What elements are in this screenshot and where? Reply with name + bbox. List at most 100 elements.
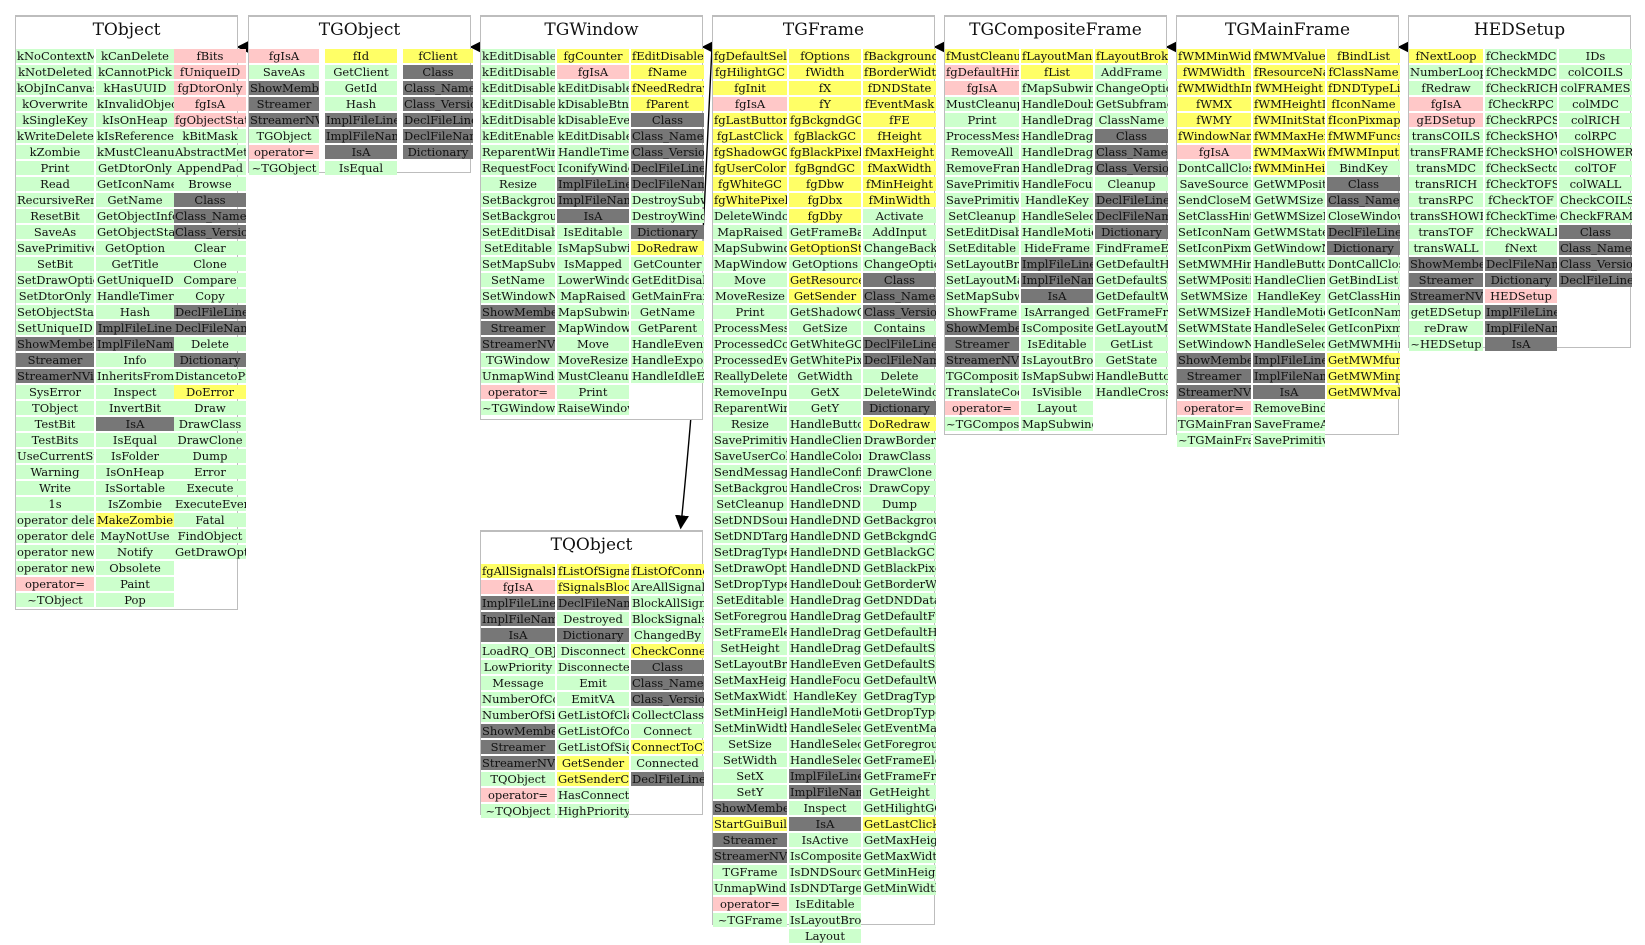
member-entry: ~TQObject xyxy=(481,804,555,818)
member-entry: Class xyxy=(1095,129,1168,143)
member-entry: Message xyxy=(481,676,555,690)
member-entry: Print xyxy=(945,113,1019,127)
member-entry: GetWidth xyxy=(789,369,861,383)
member-entry: fSignalsBlocked xyxy=(557,580,629,594)
member-entry: fgCounter xyxy=(557,49,629,63)
member-entry: SendMessage xyxy=(713,465,787,479)
member-entry: Class_Name xyxy=(1559,241,1632,255)
member-entry: ShowMembers xyxy=(945,321,1019,335)
member-entry: GetWMSize xyxy=(1253,193,1325,207)
member-entry: IconifyWindow xyxy=(557,161,629,175)
member-entry: fCheckRICH xyxy=(1485,81,1557,95)
member-entry: kNotDeleted xyxy=(16,65,94,79)
member-entry: GetList xyxy=(1095,337,1168,351)
member-entry: DontCallClose xyxy=(1177,161,1251,175)
member-entry: GetSenderClassName xyxy=(557,772,629,786)
member-entry: GetForeground xyxy=(863,737,936,751)
member-entry: Move xyxy=(713,273,787,287)
member-entry: Class xyxy=(1559,225,1632,239)
member-entry: kEditDisableLayout xyxy=(481,81,555,95)
member-entry: GetSender xyxy=(557,756,629,770)
member-entry: Class_Name xyxy=(1327,193,1400,207)
member-entry: IsVisible xyxy=(1021,385,1093,399)
member-entry: StartGuiBuilding xyxy=(713,817,787,831)
member-entry: GetDefaultFrameBackground xyxy=(863,609,936,623)
member-entry: DeclFileName xyxy=(557,596,629,610)
member-entry: fCheckWALL xyxy=(1485,225,1557,239)
member-entry: GetBckgndGC xyxy=(863,529,936,543)
class-box-tqobject: TQObject fgAllSignalsBlocked fgIsA ImplFile… xyxy=(480,530,704,818)
member-entry: fWMWidth xyxy=(1177,65,1251,79)
member-column: fMWMValue fResourceName fWMHeight fWMHeight… xyxy=(1253,49,1325,449)
member-entry: Inspect xyxy=(789,801,861,815)
member-entry: Info xyxy=(96,353,174,367)
member-entry: kEditDisableResize xyxy=(481,97,555,111)
member-entry: ImplFileName xyxy=(1253,369,1325,383)
member-entry: DeclFileLine xyxy=(631,161,704,175)
member-entry: SetDNDTarget xyxy=(713,529,787,543)
member-entry: HandleCrossing xyxy=(789,481,861,495)
member-entry: HandleDragDrop xyxy=(1021,113,1093,127)
member-entry: operator= xyxy=(1177,401,1251,415)
member-entry: HandleSelection xyxy=(789,721,861,735)
member-entry: IsA xyxy=(1253,385,1325,399)
member-entry: NumberLoopToDo xyxy=(1409,65,1483,79)
member-entry: GetResourcePool xyxy=(789,273,861,287)
member-entry: GetName xyxy=(631,305,704,319)
member-entry: fMWMInput xyxy=(1327,145,1400,159)
member-entry: GetMinWidth xyxy=(863,881,936,895)
member-entry: fList xyxy=(1021,65,1093,79)
member-entry: GetWhiteGC xyxy=(789,337,861,351)
member-entry: NumberOfSignals xyxy=(481,708,555,722)
member-entry: Write xyxy=(16,481,94,495)
member-entry: Print xyxy=(16,161,94,175)
member-entry: kIsOnHeap xyxy=(96,113,174,127)
member-entry: GetHeight xyxy=(863,785,936,799)
member-entry: Class_Version xyxy=(631,145,704,159)
member-entry: ImplFileLine xyxy=(557,177,629,191)
member-entry: ChangeOptions xyxy=(1095,81,1168,95)
member-entry: Dictionary xyxy=(1095,225,1168,239)
member-entry: fHeight xyxy=(863,129,936,143)
member-entry: fWindowName xyxy=(1177,129,1251,143)
member-entry: Inspect xyxy=(96,385,174,399)
member-entry: GetWMPosition xyxy=(1253,177,1325,191)
member-entry: GetMinHeight xyxy=(863,865,936,879)
member-entry: Delete xyxy=(174,337,246,351)
member-entry: fgWhiteGC xyxy=(713,177,787,191)
member-entry: LowPriority xyxy=(481,660,555,674)
member-entry: SetDtorOnly xyxy=(16,289,94,303)
member-entry: Dictionary xyxy=(863,401,936,415)
member-entry: ImplFileName xyxy=(789,785,861,799)
member-entry: HandleKey xyxy=(789,689,861,703)
member-entry: GetWMState xyxy=(1253,225,1325,239)
member-entry: fgObjectStat xyxy=(174,113,246,127)
member-entry: SetClassHints xyxy=(1177,209,1251,223)
member-entry: StreamerNVirtual xyxy=(249,113,319,127)
member-entry: GetIconPixmap xyxy=(1327,321,1400,335)
member-entry: SetEditable xyxy=(481,241,555,255)
member-entry: SetWMState xyxy=(1177,321,1251,335)
member-entry: colRPC xyxy=(1559,129,1632,143)
member-entry: Move xyxy=(557,337,629,351)
member-entry: ReparentWindow xyxy=(481,145,555,159)
member-entry: AddInput xyxy=(863,225,936,239)
member-entry: SetLayoutBroken xyxy=(713,657,787,671)
class-title: TGMainFrame xyxy=(1224,20,1351,40)
member-entry: Disconnect xyxy=(557,644,629,658)
member-entry: fCheckRPCSec xyxy=(1485,113,1557,127)
member-entry: Class_Version xyxy=(403,97,473,111)
member-entry: Paint xyxy=(96,577,174,591)
member-entry: SetWMSizeHints xyxy=(1177,305,1251,319)
member-entry: IsA xyxy=(325,145,397,159)
member-entry: GetSize xyxy=(789,321,861,335)
member-entry: SendCloseMessage xyxy=(1177,193,1251,207)
member-entry: transCOILS xyxy=(1409,129,1483,143)
member-entry: fUniqueID xyxy=(174,65,246,79)
member-entry: kInvalidObject xyxy=(96,97,174,111)
member-entry: GetLayoutManager xyxy=(1095,321,1168,335)
member-entry: Class_Name xyxy=(403,81,473,95)
class-box-tgframe: TGFrame fgDefaultSelectedBackground fgHili… xyxy=(712,15,936,943)
member-entry: ChangedBy xyxy=(631,628,704,642)
member-entry: IsDNDSource xyxy=(789,865,861,879)
